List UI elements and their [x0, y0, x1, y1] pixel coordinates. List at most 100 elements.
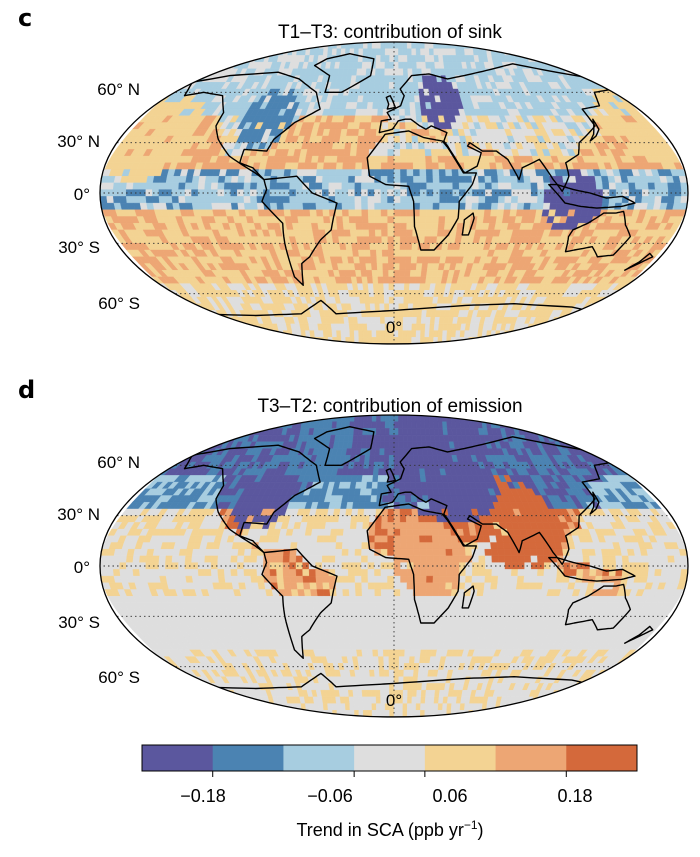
heatmap-cell	[433, 196, 440, 203]
heatmap-cell	[248, 331, 254, 338]
heatmap-cell	[223, 55, 230, 62]
heatmap-cell	[543, 415, 548, 422]
heatmap-cell	[371, 123, 377, 130]
heatmap-cell	[585, 428, 592, 435]
heatmap-cell	[544, 422, 550, 429]
heatmap-cell	[240, 42, 245, 49]
heatmap-cell	[453, 196, 460, 203]
heatmap-cell	[284, 42, 289, 49]
heatmap-cell	[430, 428, 435, 435]
heatmap-cell	[589, 55, 596, 62]
heatmap-cell	[270, 183, 277, 190]
heatmap-cell	[381, 331, 386, 338]
heatmap-cell	[565, 331, 571, 338]
heatmap-cell	[376, 62, 381, 69]
heatmap-cell	[354, 55, 359, 62]
heatmap-cell	[426, 163, 433, 170]
heatmap-cell	[433, 183, 440, 190]
heatmap-cell	[221, 422, 227, 429]
heatmap-cell	[230, 422, 236, 429]
heatmap-cell	[569, 415, 574, 422]
heatmap-cell	[505, 190, 512, 197]
heatmap-cell	[417, 76, 422, 83]
heatmap-cell	[483, 217, 490, 224]
heatmap-cell	[335, 183, 342, 190]
heatmap-cell	[270, 176, 277, 183]
heatmap-cell	[489, 163, 496, 170]
heatmap-cell	[517, 49, 523, 56]
heatmap-cell	[681, 183, 688, 190]
heatmap-cell	[329, 170, 336, 177]
heatmap-cell	[552, 422, 558, 429]
heatmap-cell	[394, 116, 400, 123]
heatmap-cell	[596, 183, 603, 190]
heatmap-cell	[570, 196, 577, 203]
heatmap-cell	[364, 82, 370, 89]
heatmap-cell	[262, 337, 267, 344]
heatmap-cell	[245, 415, 250, 422]
heatmap-cell	[338, 237, 345, 244]
heatmap-cell	[411, 257, 417, 264]
heatmap-cell	[377, 264, 383, 271]
heatmap-cell	[363, 284, 369, 291]
heatmap-cell	[319, 42, 324, 49]
heatmap-cell	[425, 230, 432, 237]
heatmap-cell	[223, 324, 230, 331]
heatmap-cell	[366, 116, 372, 123]
heatmap-cell	[203, 422, 209, 429]
heatmap-cell	[238, 203, 245, 210]
heatmap-cell	[587, 337, 592, 344]
heatmap-cell	[227, 337, 232, 344]
heatmap-cell	[228, 55, 235, 62]
heatmap-cell	[388, 264, 394, 271]
heatmap-cell	[394, 469, 399, 476]
heatmap-cell	[415, 102, 421, 109]
heatmap-cell	[345, 143, 352, 150]
heatmap-cell	[578, 337, 583, 344]
heatmap-cell	[296, 203, 303, 210]
heatmap-cell	[394, 422, 398, 429]
heatmap-cell	[578, 415, 583, 422]
heatmap-cell	[394, 277, 399, 284]
heatmap-cell	[362, 102, 368, 109]
heatmap-cell	[245, 42, 250, 49]
heatmap-cell	[491, 331, 496, 338]
heatmap-cell	[384, 449, 389, 456]
heatmap-cell	[363, 49, 368, 56]
heatmap-cell	[201, 55, 208, 62]
heatmap-cell	[375, 69, 380, 76]
heatmap-cell	[362, 277, 368, 284]
heatmap-cell	[368, 203, 375, 210]
heatmap-cell	[421, 317, 426, 324]
heatmap-cell	[346, 243, 353, 250]
heatmap-cell	[341, 42, 346, 49]
heatmap-cell	[376, 331, 381, 338]
heatmap-cell	[394, 257, 400, 264]
heatmap-cell	[444, 156, 451, 163]
heatmap-cell	[576, 55, 583, 62]
heatmap-cell	[361, 203, 368, 210]
heatmap-cell	[394, 284, 399, 291]
heatmap-cell	[201, 42, 206, 49]
heatmap-cell	[569, 435, 577, 442]
heatmap-cell	[383, 270, 389, 277]
heatmap-cell	[394, 55, 399, 62]
heatmap-cell	[635, 196, 642, 203]
heatmap-cell	[408, 62, 413, 69]
heatmap-cell	[389, 284, 394, 291]
heatmap-cell	[257, 422, 263, 429]
heatmap-cell	[503, 210, 510, 217]
heatmap-cell	[218, 337, 223, 344]
heatmap-cell	[403, 422, 408, 429]
heatmap-cell	[394, 196, 401, 203]
heatmap-cell	[362, 435, 367, 442]
heatmap-cell	[400, 156, 406, 163]
heatmap-cell	[389, 455, 394, 462]
heatmap-cell	[208, 422, 214, 429]
heatmap-cell	[212, 422, 218, 429]
heatmap-cell	[382, 243, 388, 250]
heatmap-cell	[323, 210, 330, 217]
heatmap-cell	[403, 317, 408, 324]
heatmap-cell	[425, 422, 430, 429]
heatmap-cell	[439, 217, 446, 224]
